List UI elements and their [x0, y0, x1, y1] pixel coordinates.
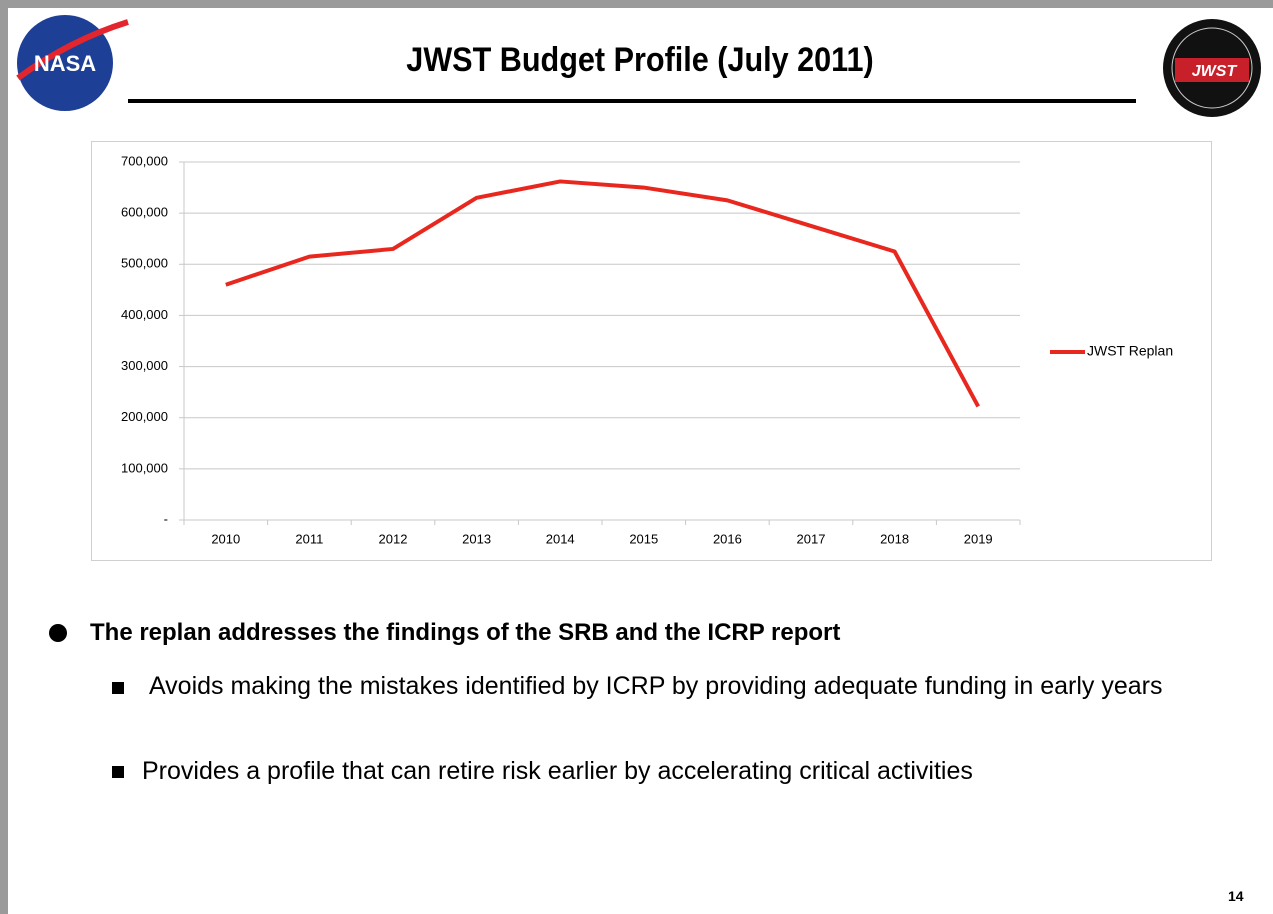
y-tick-label: 400,000 [121, 307, 168, 322]
bullet-dot [44, 619, 72, 647]
y-tick-label: 700,000 [121, 153, 168, 168]
slide-title: JWST Budget Profile (July 2011) [406, 41, 873, 79]
y-tick-label: 200,000 [121, 409, 168, 424]
sub-bullet-square [112, 766, 124, 778]
y-tick-label: 600,000 [121, 205, 168, 220]
sub-bullet-text: Provides a profile that can retire risk … [142, 757, 973, 785]
x-tick-label: 2014 [546, 531, 575, 546]
y-tick-label: - [164, 511, 168, 526]
jwst-logo: JWST [1163, 19, 1261, 117]
x-tick-label: 2018 [880, 531, 909, 546]
x-tick-label: 2011 [295, 531, 323, 546]
x-tick-label: 2015 [629, 531, 658, 546]
y-tick-label: 100,000 [121, 460, 168, 475]
data-line [225, 179, 980, 408]
page-number: 14 [1228, 888, 1244, 904]
chart-frame [91, 141, 1212, 561]
nasa-logo: NASA [16, 15, 129, 111]
bullet-text: The replan addresses the findings of the… [90, 619, 841, 646]
y-tick-label: 300,000 [121, 358, 168, 373]
y-tick-label: 500,000 [121, 256, 168, 271]
sub-bullet-text: Avoids making the mistakes identified by… [142, 672, 1163, 700]
svg-text:NASA: NASA [34, 51, 96, 76]
x-tick-label: 2016 [713, 531, 742, 546]
x-tick-label: 2019 [964, 531, 993, 546]
top-border [0, 0, 1273, 8]
x-tick-label: 2012 [379, 531, 408, 546]
x-tick-label: 2013 [462, 531, 491, 546]
title-rule [128, 99, 1136, 103]
x-tick-label: 2017 [797, 531, 826, 546]
x-tick-label: 2010 [211, 531, 240, 546]
left-border [0, 0, 8, 914]
legend-label: JWST Replan [1087, 343, 1173, 359]
sub-bullet-square [112, 682, 124, 694]
svg-text:JWST: JWST [1192, 63, 1238, 80]
